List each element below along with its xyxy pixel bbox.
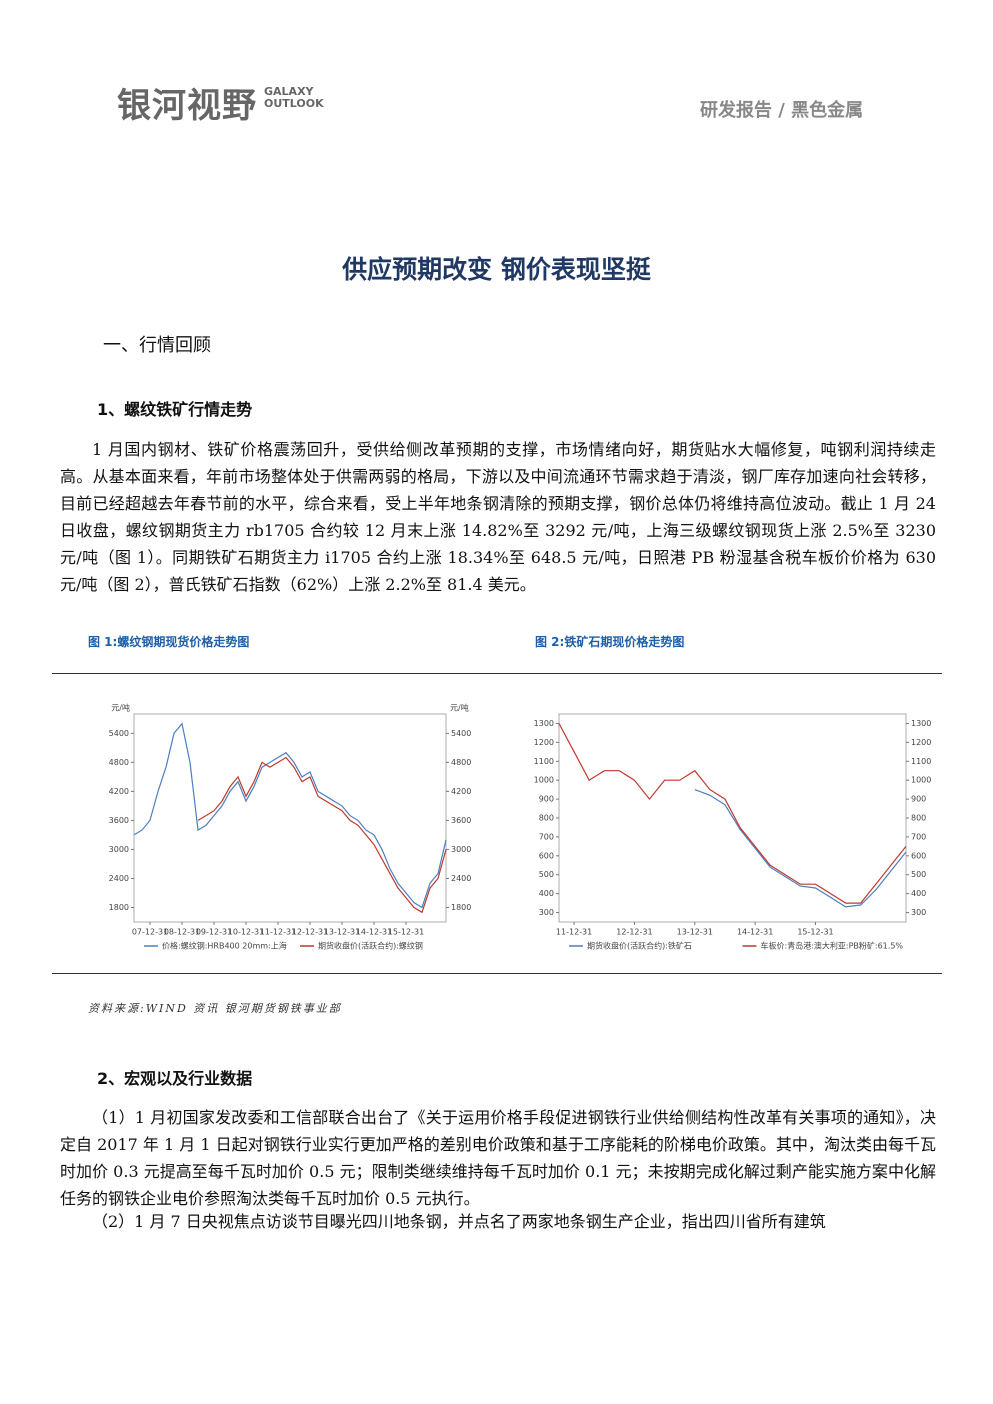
y2-tick-label: 2400 [451, 874, 471, 883]
y2-tick-label: 1800 [451, 903, 471, 912]
doc-title: 供应预期改变 钢价表现坚挺 [342, 255, 651, 284]
x-tick-label: 15-12-31 [797, 928, 833, 937]
y2-tick-label: 1200 [911, 738, 931, 747]
series-line [197, 756, 447, 914]
x-tick-label: 15-12-31 [388, 928, 424, 937]
rule [52, 673, 942, 674]
x-tick-label: 10-12-31 [228, 928, 264, 937]
legend-label: 期货收盘价(活跃合约):螺纹钢 [318, 941, 423, 951]
x-tick-label: 14-12-31 [356, 928, 392, 937]
y2-tick-label: 1100 [911, 757, 931, 766]
series-line [694, 789, 907, 908]
rule [52, 973, 942, 974]
x-tick-label: 14-12-31 [737, 928, 773, 937]
subheading: 1、螺纹铁矿行情走势 [97, 400, 253, 419]
x-tick-label: 07-12-31 [132, 928, 168, 937]
plot-frame [133, 713, 447, 923]
chart: 300 400 500 600 700 800 900 1000 1100 1200 1300 300… [534, 713, 931, 951]
y-tick-label: 600 [539, 851, 554, 860]
y-tick-label: 400 [539, 889, 554, 898]
y2-tick-label: 500 [911, 870, 926, 879]
series-line [558, 723, 907, 904]
y-tick-label: 900 [539, 795, 554, 804]
y2-tick-label: 1000 [911, 776, 931, 785]
y2-tick-label: 700 [911, 832, 926, 841]
y-tick-label: 4800 [109, 758, 129, 767]
y-tick-label: 5400 [109, 729, 129, 738]
logo-en-line: GALAXY [264, 85, 314, 98]
y2-axis-label: 元/吨 [450, 703, 469, 713]
y-tick-label: 3000 [109, 845, 129, 854]
section-label: 研发报告 / 黑色金属 [700, 100, 864, 121]
y-axis-label: 元/吨 [111, 703, 130, 713]
y-tick-label: 1100 [534, 757, 554, 766]
y2-tick-label: 5400 [451, 729, 471, 738]
y-tick-label: 800 [539, 814, 554, 823]
source: 资料来源:WIND 资讯 银河期货钢铁事业部 [88, 1002, 342, 1015]
y-tick-label: 3600 [109, 816, 129, 825]
y-tick-label: 300 [539, 908, 554, 917]
x-tick-label: 12-12-31 [292, 928, 328, 937]
x-tick-label: 09-12-31 [196, 928, 232, 937]
legend-label: 期货收盘价(活跃合约):铁矿石 [587, 941, 692, 951]
y-tick-label: 4200 [109, 787, 129, 796]
y-tick-label: 700 [539, 832, 554, 841]
x-tick-label: 11-12-31 [260, 928, 296, 937]
y-tick-label: 1000 [534, 776, 554, 785]
y-tick-label: 2400 [109, 874, 129, 883]
y2-tick-label: 3600 [451, 816, 471, 825]
paragraph: （2）1 月 7 日央视焦点访谈节目曝光四川地条钢，并点名了两家地条钢生产企业，… [92, 1212, 826, 1231]
x-tick-label: 13-12-31 [677, 928, 713, 937]
y2-tick-label: 300 [911, 908, 926, 917]
y2-tick-label: 600 [911, 851, 926, 860]
chart: 元/吨 元/吨 1800 2400 3000 3600 4200 4800 5400 1800 24… [109, 703, 472, 951]
y2-tick-label: 3000 [451, 845, 471, 854]
y2-tick-label: 400 [911, 889, 926, 898]
subheading: 2、宏观以及行业数据 [97, 1069, 253, 1088]
figure-caption: 图 2:铁矿石期现价格走势图 [535, 635, 685, 649]
logo-cn: 银河视野 [117, 86, 257, 126]
figure-caption: 图 1:螺纹钢期现货价格走势图 [88, 635, 250, 649]
y-tick-label: 1800 [109, 903, 129, 912]
y2-tick-label: 900 [911, 795, 926, 804]
x-tick-label: 11-12-31 [556, 928, 592, 937]
y2-tick-label: 4200 [451, 787, 471, 796]
y2-tick-label: 1300 [911, 719, 931, 728]
legend-label: 价格:螺纹钢:HRB400 20mm:上海 [162, 941, 287, 951]
y2-tick-label: 800 [911, 814, 926, 823]
paragraph: 1 月国内钢材、铁矿价格震荡回升，受供给侧改革预期的支撑，市场情绪向好，期货贴水… [60, 440, 936, 594]
paragraph: （1）1 月初国家发改委和工信部联合出台了《关于运用价格手段促进钢铁行业供给侧结… [60, 1108, 936, 1208]
y-tick-label: 1200 [534, 738, 554, 747]
logo-en-line: OUTLOOK [264, 97, 324, 110]
y-tick-label: 500 [539, 870, 554, 879]
logo-en: GALAXY OUTLOOK [264, 86, 324, 110]
x-tick-label: 13-12-31 [324, 928, 360, 937]
series-line [133, 722, 447, 909]
x-tick-label: 12-12-31 [616, 928, 652, 937]
x-tick-label: 08-12-31 [164, 928, 200, 937]
legend-label: 车板价:青岛港:澳大利亚:PB粉矿:61.5% [761, 941, 904, 951]
y-tick-label: 1300 [534, 719, 554, 728]
y2-tick-label: 4800 [451, 758, 471, 767]
heading: 一、行情回顾 [103, 335, 211, 356]
